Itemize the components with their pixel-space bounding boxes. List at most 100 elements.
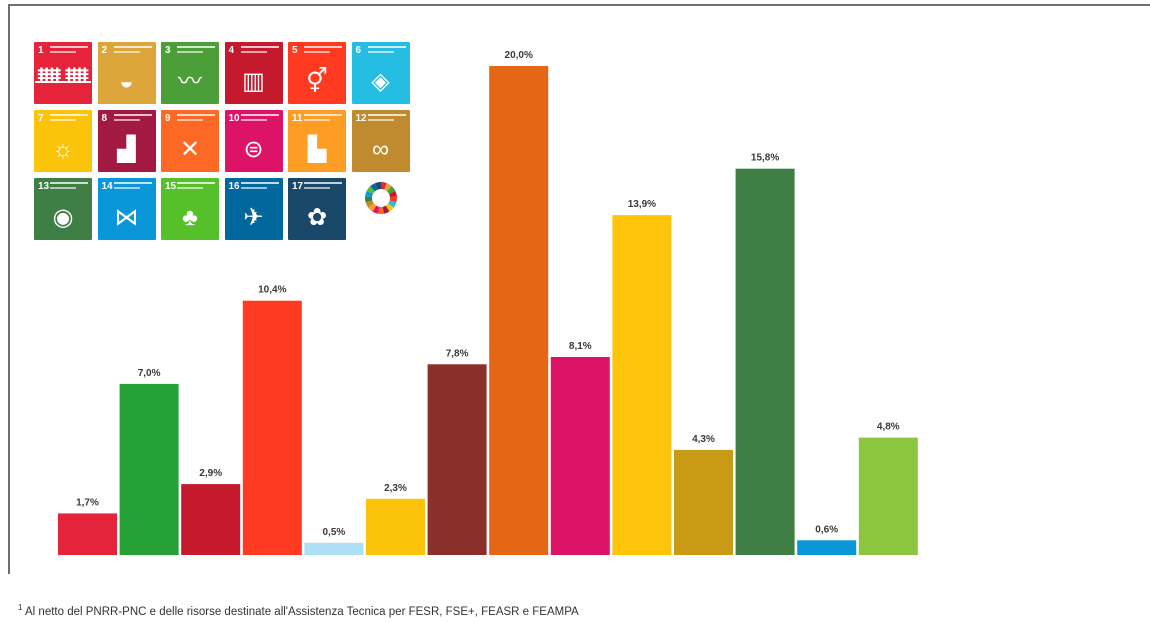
- sdg-tile-number: 14: [101, 181, 113, 192]
- sdg-tile-number: 16: [228, 181, 240, 192]
- infinity-icon: ∞: [371, 136, 390, 163]
- sdg-tile-title-line: [240, 119, 267, 121]
- sdg-tile-6: 6 ◈: [351, 42, 410, 104]
- city-icon: ▙: [307, 136, 327, 163]
- bar-5: [304, 542, 364, 555]
- sdg-tile-title-line: [304, 114, 342, 116]
- bar-9: [550, 357, 610, 555]
- bar-label-12: 15,8%: [751, 153, 779, 164]
- bar-6: [366, 498, 425, 555]
- sdg-tile-13: 13 ◉: [34, 178, 92, 240]
- sdg-tile-14: 14 ⋈: [97, 178, 156, 240]
- sun-icon: ☼: [52, 136, 74, 163]
- bar-label-8: 20,0%: [505, 50, 533, 61]
- sdg-tile-title-line: [50, 46, 88, 48]
- sdg-tile-3: 3 〰: [161, 42, 219, 104]
- sdg-tile-title-line: [304, 182, 342, 184]
- sdg-tile-title-line: [177, 46, 215, 48]
- footnote-text: Al netto del PNRR-PNC e delle risorse de…: [25, 605, 579, 618]
- bar-10: [612, 215, 672, 555]
- sdg-tile-title-line: [304, 119, 330, 121]
- sdg-tile-title-line: [367, 114, 406, 116]
- sdg-tile-number: 11: [292, 113, 303, 124]
- partnership-flower-icon: ✿: [306, 204, 328, 231]
- bar-label-13: 0,6%: [815, 524, 838, 535]
- sdg-tile-title-line: [367, 51, 394, 53]
- sdg-tile-title-line: [113, 114, 152, 116]
- sdg-tile-12: 12 ∞: [351, 110, 410, 172]
- sdg-icons-grid: 1 ᚙᚙ 2 ◒ 3 〰 4 ▥ 5 ⚥ 6 ◈ 7 ☼ 8 ▟ 9 ✕ 10 ⊜ 11 ▙ 12 ∞ 13 ◉ 14 ⋈ 15 ♣ 16 ✈…: [34, 42, 414, 248]
- eye-globe-icon: ◉: [52, 204, 74, 231]
- sdg-tile-title-line: [177, 51, 203, 53]
- sdg-tile-15: 15 ♣: [161, 178, 219, 240]
- sdg-tile-title-line: [50, 51, 76, 53]
- heartbeat-icon: 〰: [178, 68, 202, 95]
- footnote-marker: 1: [18, 603, 23, 612]
- sdg-tile-number: 2: [101, 45, 108, 56]
- bar-14: [858, 437, 918, 555]
- sdg-tile-title-line: [240, 182, 279, 184]
- sdg-tile-title-line: [113, 119, 140, 121]
- footnote: 1 Al netto del PNRR-PNC e delle risorse …: [18, 603, 579, 618]
- bowl-icon: ◒: [119, 68, 134, 95]
- bar-12: [735, 168, 795, 555]
- sdg-tile-number: 7: [38, 113, 44, 124]
- sdg-tile-number: 13: [38, 181, 50, 192]
- bar-label-1: 1,7%: [76, 497, 99, 508]
- sdg-tile-title-line: [304, 51, 330, 53]
- sdg-tile-number: 17: [292, 181, 304, 192]
- gender-icon: ⚥: [306, 68, 328, 95]
- sdg-tile-number: 8: [101, 113, 108, 124]
- tree-bird-icon: ♣: [182, 204, 198, 231]
- bar-label-5: 0,5%: [323, 527, 346, 538]
- bar-label-9: 8,1%: [569, 341, 592, 352]
- sdg-tile-title-line: [304, 46, 342, 48]
- sdg-tile-1: 1 ᚙᚙ: [34, 42, 92, 104]
- bar-label-4: 10,4%: [258, 285, 286, 296]
- bar-8: [489, 66, 549, 555]
- sdg-tile-title-line: [50, 119, 76, 121]
- sdg-tile-title-line: [50, 182, 88, 184]
- bar-7: [427, 364, 487, 555]
- sdg-tile-10: 10 ⊜: [224, 110, 283, 172]
- bar-label-6: 2,3%: [384, 483, 407, 494]
- family-icon: ᚙᚙ: [35, 68, 91, 95]
- bar-label-7: 7,8%: [446, 348, 469, 359]
- sdg-tile-number: 6: [355, 45, 362, 56]
- chart-frame: [8, 4, 1150, 574]
- bar-label-14: 4,8%: [877, 422, 900, 433]
- book-icon: ▥: [242, 68, 265, 95]
- sdg-tile-title-line: [177, 187, 203, 189]
- sdg-tile-title-line: [50, 114, 88, 116]
- sdg-tile-title-line: [113, 187, 140, 189]
- sdg-tile-number: 10: [228, 113, 240, 124]
- sdg-tile-title-line: [113, 51, 140, 53]
- bar-4: [242, 300, 302, 555]
- growth-chart-icon: ▟: [117, 136, 136, 163]
- sdg-tile-title-line: [113, 46, 152, 48]
- cubes-icon: ✕: [179, 136, 201, 163]
- sdg-tile-title-line: [177, 119, 203, 121]
- bar-1: [58, 513, 117, 555]
- sdg-tile-number: 12: [355, 113, 367, 124]
- bar-label-3: 2,9%: [199, 468, 222, 479]
- fish-icon: ⋈: [114, 204, 139, 231]
- sdg-tile-title-line: [50, 187, 76, 189]
- sdg-tile-title-line: [177, 182, 215, 184]
- sdg-wheel-icon: [351, 178, 410, 240]
- sdg-tile-16: 16 ✈: [224, 178, 283, 240]
- sdg-tile-title-line: [240, 187, 267, 189]
- sdg-tile-title-line: [367, 46, 406, 48]
- sdg-tile-number: 5: [292, 45, 298, 56]
- bar-label-11: 4,3%: [692, 434, 715, 445]
- sdg-tile-number: 15: [165, 181, 177, 192]
- bar-label-10: 13,9%: [628, 199, 656, 210]
- sdg-tile-number: 4: [228, 45, 235, 56]
- sdg-tile-2: 2 ◒: [97, 42, 156, 104]
- sdg-tile-title-line: [177, 114, 215, 116]
- bar-3: [181, 484, 241, 555]
- sdg-tile-title-line: [304, 187, 330, 189]
- sdg-tile-title-line: [367, 119, 394, 121]
- sdg-tile-title-line: [240, 114, 279, 116]
- sdg-tile-title-line: [240, 51, 267, 53]
